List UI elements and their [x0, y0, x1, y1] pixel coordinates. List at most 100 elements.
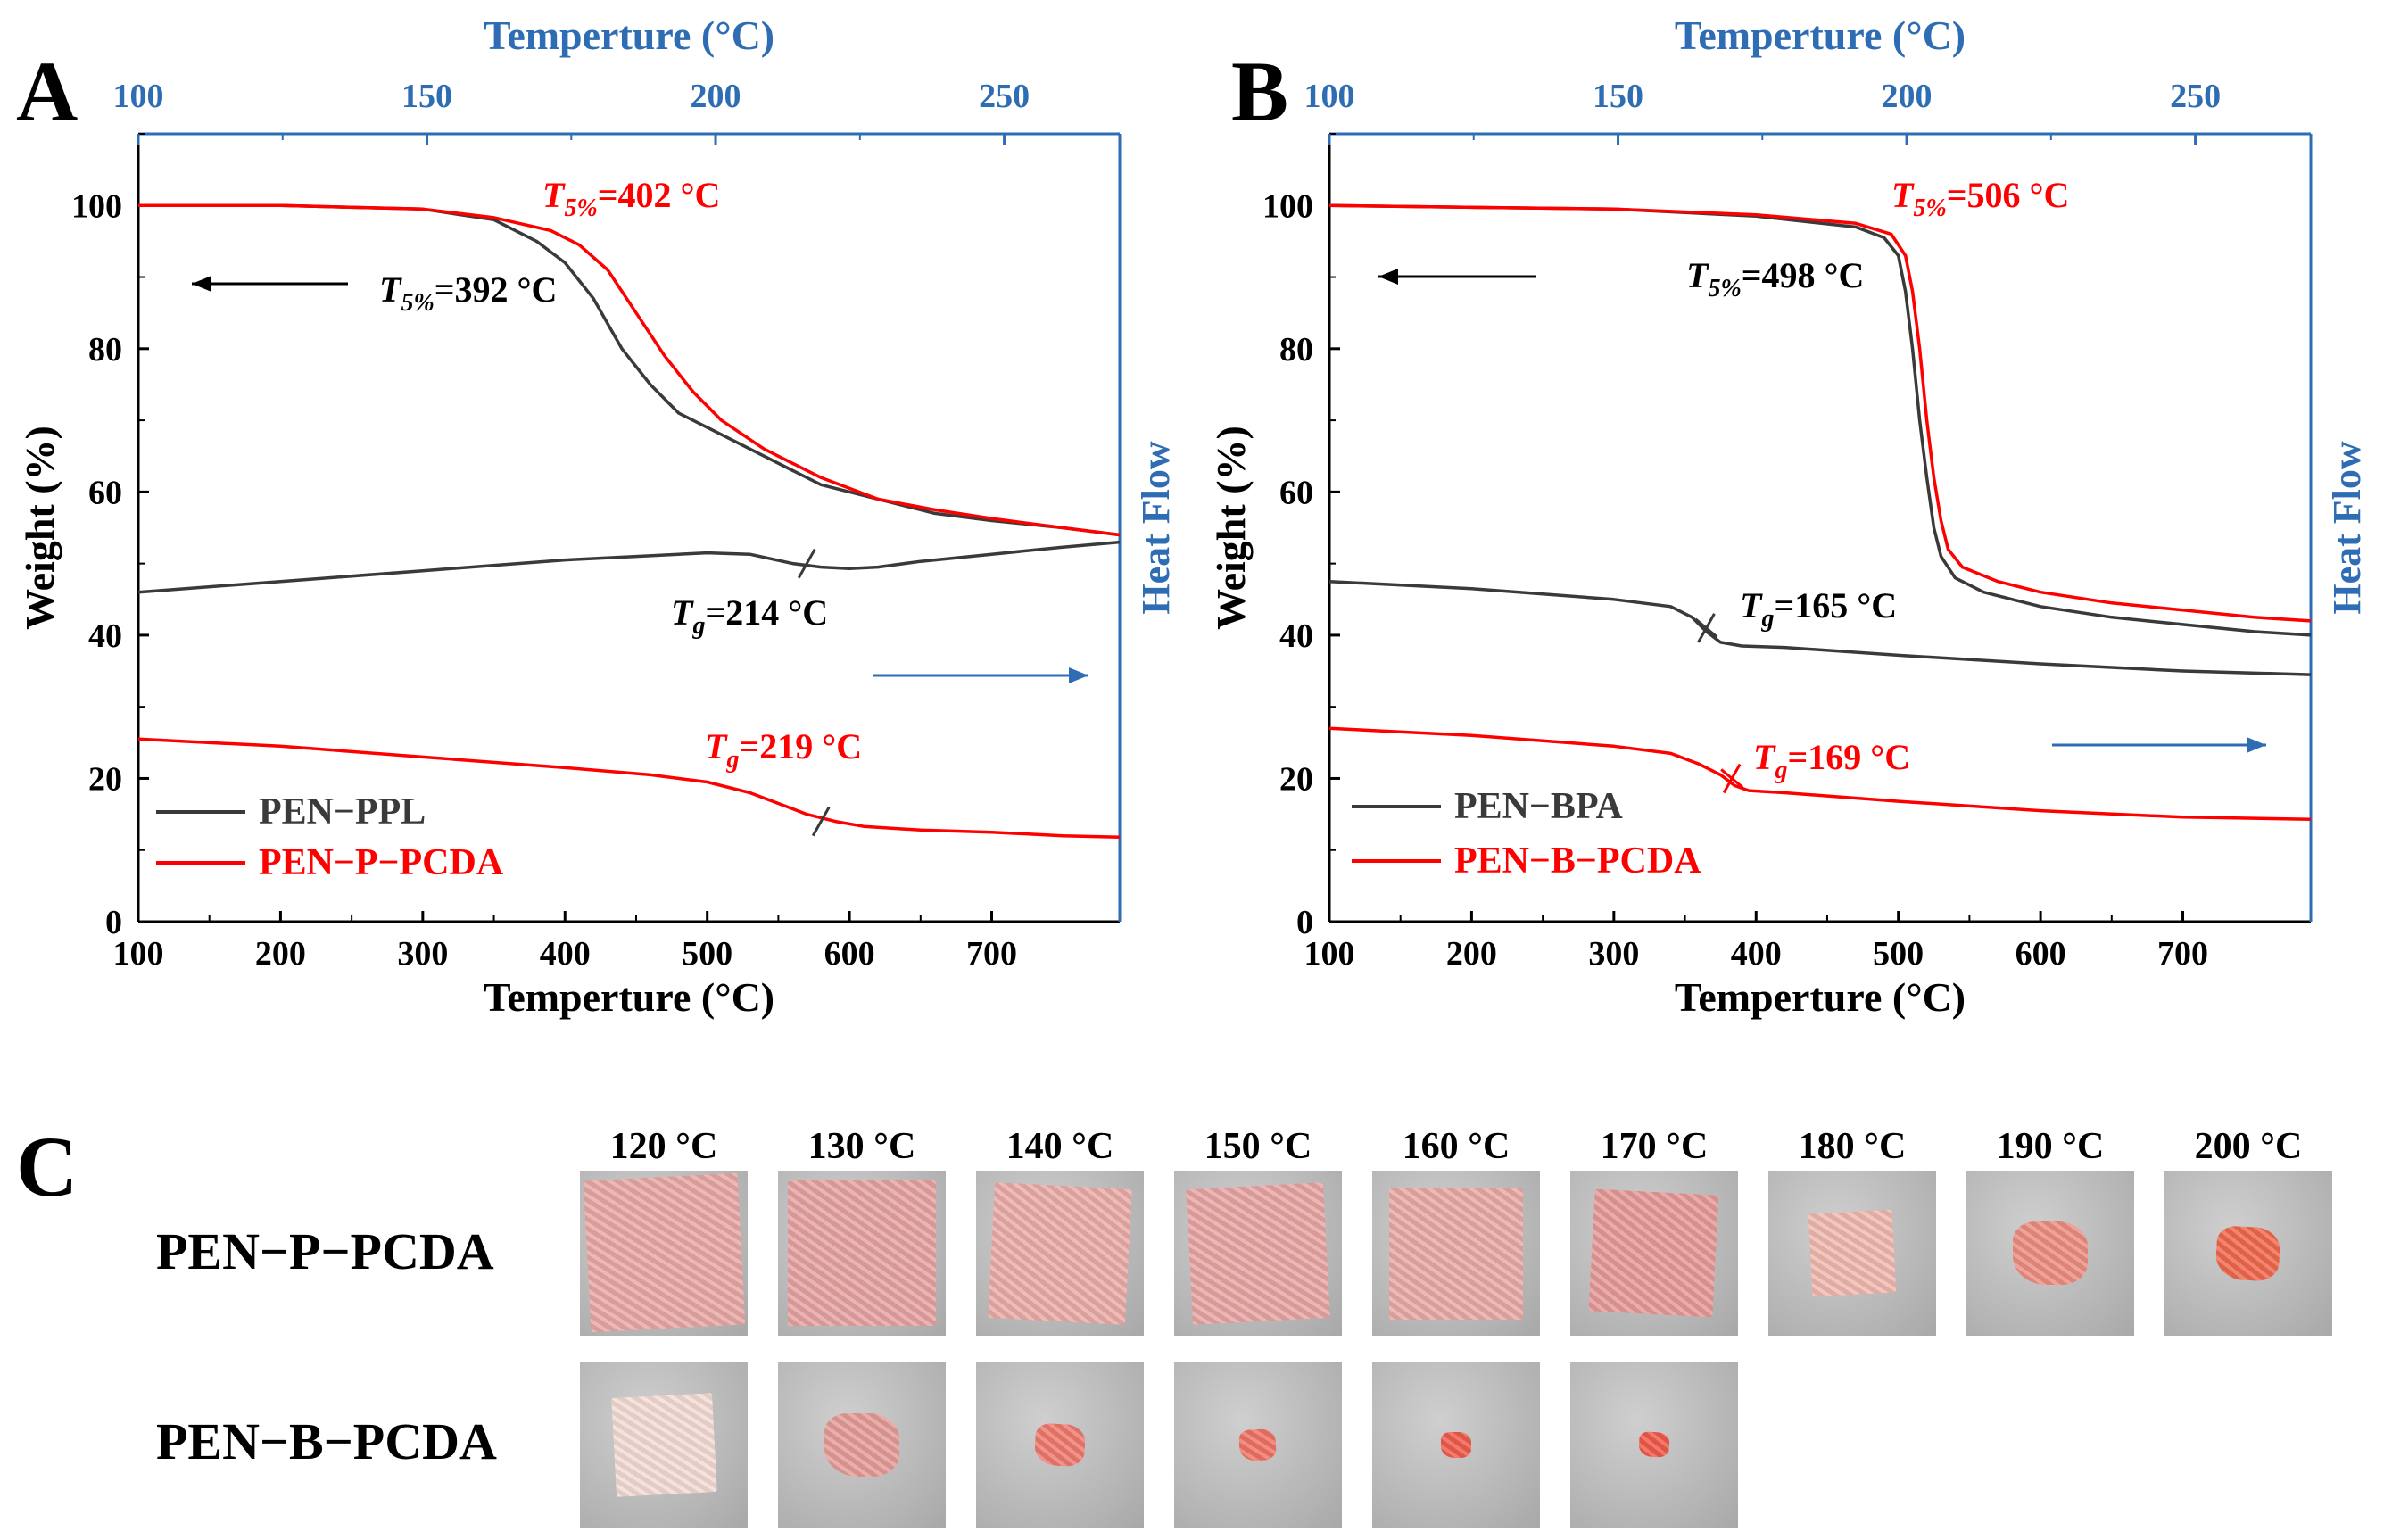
sample-photo — [976, 1171, 1144, 1336]
sample-film — [988, 1181, 1132, 1325]
y-tick-label: 20 — [1279, 760, 1313, 798]
row-label: PEN−P−PCDA — [156, 1222, 494, 1280]
series-pen-p-pcda-dsc-dsc-line — [137, 737, 1121, 840]
y-tick-label: 80 — [1279, 331, 1313, 368]
x-axis-title: Temperture (°C) — [484, 974, 774, 1020]
sample-photo — [1174, 1362, 1342, 1528]
t5-annotation-black: T5%=498 °C — [1686, 255, 1864, 302]
sample-photo — [1570, 1362, 1738, 1528]
t5-annotation-red: T5%=402 °C — [542, 175, 720, 222]
x-tick-label: 100 — [1304, 935, 1355, 973]
y-tick-label: 40 — [1279, 617, 1313, 655]
sample-photo — [580, 1362, 748, 1528]
sample-film — [788, 1180, 936, 1326]
top-tick-label: 200 — [691, 78, 741, 115]
temperature-label: 140 °C — [1006, 1126, 1114, 1167]
sample-film — [583, 1172, 745, 1333]
x-tick-label: 400 — [540, 935, 591, 973]
top-tick-label: 250 — [979, 78, 1030, 115]
top-tick-label: 150 — [1593, 78, 1643, 115]
sample-photo — [778, 1171, 946, 1336]
y-tick-label: 0 — [105, 904, 122, 941]
tg-annotation-red: Tg=169 °C — [1753, 737, 1910, 784]
series-pen-bpa-dsc-dsc-line — [1328, 579, 2312, 676]
legend-label: PEN−PPL — [259, 791, 426, 832]
series-pen-p-pcda-tga-line — [138, 203, 1121, 537]
sample-photo — [1372, 1362, 1540, 1528]
temperature-label: 190 °C — [1997, 1126, 2105, 1167]
sample-photo — [976, 1362, 1144, 1528]
x-tick-label: 200 — [1446, 935, 1497, 973]
sample-photo — [778, 1362, 946, 1528]
sample-photo — [1966, 1171, 2134, 1336]
top-axis-title: Temperture (°C) — [484, 12, 774, 58]
temperature-label: 200 °C — [2195, 1126, 2303, 1167]
temperature-label: 180 °C — [1799, 1126, 1907, 1167]
right-arrow-head — [2247, 737, 2266, 753]
top-tick-label: 100 — [113, 78, 164, 115]
y-tick-label: 100 — [1262, 187, 1313, 225]
tg-annotation-black: Tg=165 °C — [1740, 585, 1897, 633]
sample-film — [1638, 1431, 1670, 1459]
sample-film — [1808, 1209, 1897, 1297]
sample-film — [1186, 1181, 1330, 1325]
tg-marker-cross — [1694, 617, 1718, 639]
sample-film — [1441, 1432, 1471, 1458]
temperature-label: 120 °C — [610, 1126, 718, 1167]
sample-film — [610, 1393, 717, 1497]
x-tick-label: 200 — [255, 935, 306, 973]
y-axis-title: Weight (%) — [1208, 426, 1254, 630]
y-axis-title: Weight (%) — [17, 426, 62, 630]
x-tick-label: 500 — [1873, 935, 1924, 973]
top-tick-label: 200 — [1882, 78, 1933, 115]
series-pen-ppl-tga-line — [138, 203, 1121, 537]
legend-label: PEN−B−PCDA — [1454, 840, 1701, 882]
y-tick-label: 60 — [1279, 474, 1313, 511]
y-tick-label: 40 — [88, 617, 122, 655]
sample-photo — [1174, 1171, 1342, 1336]
y-tick-label: 0 — [1296, 904, 1313, 941]
temperature-label: 130 °C — [808, 1126, 916, 1167]
temperature-label: 150 °C — [1204, 1126, 1312, 1167]
tg-marker — [811, 806, 831, 837]
x-tick-label: 600 — [824, 935, 875, 973]
x-tick-label: 400 — [1731, 935, 1782, 973]
tg-marker — [797, 548, 816, 579]
sample-film — [1388, 1187, 1524, 1320]
temperature-label: 160 °C — [1403, 1126, 1511, 1167]
series-pen-ppl-dsc-dsc-line — [137, 540, 1121, 594]
sample-film — [1238, 1428, 1278, 1461]
x-tick-label: 700 — [966, 935, 1017, 973]
sample-film — [1588, 1188, 1720, 1318]
x-tick-label: 300 — [1588, 935, 1639, 973]
temperature-label: 170 °C — [1601, 1126, 1709, 1167]
t5-annotation-red: T5%=506 °C — [1891, 175, 2069, 222]
sample-film — [2214, 1224, 2282, 1282]
x-axis-title: Temperture (°C) — [1675, 974, 1966, 1020]
x-tick-label: 700 — [2157, 935, 2208, 973]
tg-marker-cross — [1720, 768, 1744, 789]
panel-label-c: C — [16, 1119, 78, 1214]
series-pen-bpa-tga-line — [1328, 203, 2312, 637]
series-pen-b-pcda-tga-line — [1328, 203, 2312, 623]
legend-label: PEN−P−PCDA — [259, 842, 504, 883]
top-tick-label: 250 — [2170, 78, 2221, 115]
y-tick-label: 20 — [88, 760, 122, 798]
right-axis-title: Heat Flow — [1134, 441, 1178, 615]
right-arrow-head — [1069, 667, 1088, 683]
y-tick-label: 60 — [88, 474, 122, 511]
sample-photo — [2164, 1171, 2332, 1336]
legend-label: PEN−BPA — [1454, 786, 1623, 827]
left-arrow-head — [1378, 269, 1398, 285]
top-axis-title: Temperture (°C) — [1675, 12, 1966, 58]
sample-film — [824, 1413, 900, 1477]
y-tick-label: 100 — [71, 187, 122, 225]
tg-annotation-black: Tg=214 °C — [671, 592, 828, 640]
y-tick-label: 80 — [88, 331, 122, 368]
sample-film — [1033, 1422, 1087, 1468]
sample-photo — [1768, 1171, 1936, 1336]
row-label: PEN−B−PCDA — [156, 1412, 497, 1470]
panel-label: B — [1231, 44, 1288, 139]
x-tick-label: 500 — [682, 935, 732, 973]
